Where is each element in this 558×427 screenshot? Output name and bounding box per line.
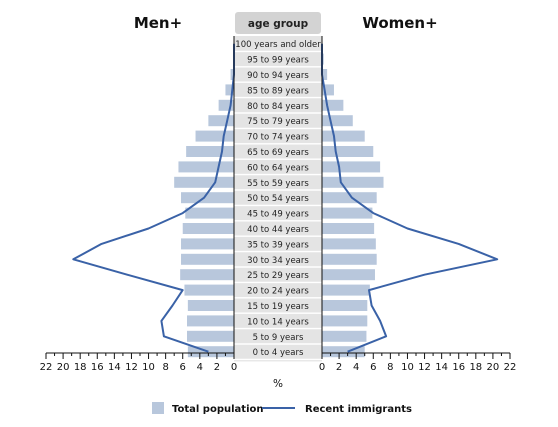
age-group-label: 80 to 84 years [247, 102, 309, 112]
bar-men-19 [187, 330, 234, 342]
age-group-label: 0 to 4 years [253, 348, 304, 358]
age-group-column [234, 36, 322, 362]
bar-men-3 [225, 84, 234, 96]
age-group-label: 90 to 94 years [247, 71, 309, 81]
tick-label-women: 0 [319, 362, 325, 373]
bar-men-16 [184, 284, 234, 296]
tick-label-women: 14 [435, 362, 448, 373]
bar-women-7 [322, 146, 374, 157]
bar-women-10 [322, 192, 377, 204]
bar-men-2 [230, 69, 234, 80]
bar-women-5 [322, 115, 353, 127]
tick-label-men: 12 [125, 362, 138, 373]
age-group-label: 40 to 44 years [247, 225, 309, 235]
age-group-label: 65 to 69 years [247, 148, 309, 158]
tick-label-women: 22 [504, 362, 517, 373]
age-group-label: 70 to 74 years [247, 133, 309, 143]
bar-women-16 [322, 284, 370, 296]
bar-men-7 [186, 146, 234, 157]
tick-label-men: 0 [231, 362, 237, 373]
bar-men-4 [218, 99, 234, 111]
bar-women-19 [322, 330, 367, 342]
tick-label-women: 18 [469, 362, 482, 373]
tick-label-women: 12 [418, 362, 431, 373]
age-group-label: 5 to 9 years [253, 333, 304, 343]
bar-women-4 [322, 99, 344, 111]
line-recent-immigrants-men [72, 43, 235, 353]
tick-label-men: 16 [91, 362, 104, 373]
bar-men-14 [181, 253, 234, 265]
age-group-label: 85 to 89 years [247, 86, 309, 96]
tick-label-women: 20 [487, 362, 500, 373]
bar-women-15 [322, 269, 375, 281]
tick-label-men: 18 [74, 362, 87, 373]
age-group-label: 75 to 79 years [247, 117, 309, 127]
age-group-header: age group [248, 18, 309, 30]
bar-women-8 [322, 161, 381, 173]
bar-women-11 [322, 207, 373, 219]
bar-men-15 [180, 269, 234, 281]
tick-label-men: 10 [142, 362, 155, 373]
tick-label-women: 2 [336, 362, 342, 373]
age-group-label: 55 to 59 years [247, 179, 309, 189]
bar-women-14 [322, 253, 377, 265]
age-group-label: 30 to 34 years [247, 256, 309, 266]
line-recent-immigrants-women [321, 43, 499, 353]
legend-label-recent-immigrants: Recent immigrants [305, 404, 412, 415]
legend-label-total-population: Total population [172, 404, 263, 415]
age-group-label: 60 to 64 years [247, 163, 309, 173]
bar-women-18 [322, 315, 368, 327]
age-group-label: 50 to 54 years [247, 194, 309, 204]
age-group-label: 35 to 39 years [247, 240, 309, 250]
axis-unit-label: % [273, 378, 283, 390]
tick-label-women: 4 [353, 362, 359, 373]
tick-label-men: 6 [180, 362, 186, 373]
tick-label-women: 10 [401, 362, 414, 373]
tick-label-men: 4 [197, 362, 203, 373]
bar-women-2 [322, 69, 328, 80]
tick-label-women: 8 [387, 362, 393, 373]
women-header: Women+ [362, 14, 437, 32]
age-group-label: 15 to 19 years [247, 302, 309, 312]
tick-label-men: 20 [57, 362, 70, 373]
bar-men-9 [174, 176, 234, 188]
bar-women-9 [322, 176, 384, 188]
bar-women-13 [322, 238, 376, 250]
men-header: Men+ [134, 14, 182, 32]
tick-label-men: 14 [108, 362, 121, 373]
age-group-label: 25 to 29 years [247, 271, 309, 281]
age-group-label: 20 to 24 years [247, 287, 309, 297]
tick-label-men: 2 [214, 362, 220, 373]
tick-label-men: 22 [40, 362, 53, 373]
bar-men-11 [185, 207, 234, 219]
bar-men-10 [181, 192, 234, 204]
bar-women-20 [322, 346, 365, 358]
bar-men-20 [187, 346, 234, 358]
tick-label-women: 16 [452, 362, 465, 373]
tick-label-women: 6 [370, 362, 376, 373]
bar-men-18 [187, 315, 234, 327]
bar-women-6 [322, 130, 365, 142]
age-group-label: 95 to 99 years [247, 56, 309, 66]
bar-men-6 [195, 130, 234, 142]
bar-women-3 [322, 84, 334, 96]
tick-label-men: 8 [162, 362, 168, 373]
bar-men-17 [187, 300, 234, 311]
legend-swatch-total-population [152, 402, 164, 414]
bar-women-12 [322, 223, 375, 234]
age-group-label: 100 years and older [235, 40, 321, 50]
bar-women-17 [322, 300, 368, 311]
bar-men-8 [178, 161, 234, 173]
bar-men-12 [182, 223, 234, 234]
bar-men-13 [181, 238, 234, 250]
bar-men-5 [208, 115, 234, 127]
age-group-header-box [235, 12, 321, 34]
age-group-label: 45 to 49 years [247, 210, 309, 220]
age-group-label: 10 to 14 years [247, 317, 309, 327]
